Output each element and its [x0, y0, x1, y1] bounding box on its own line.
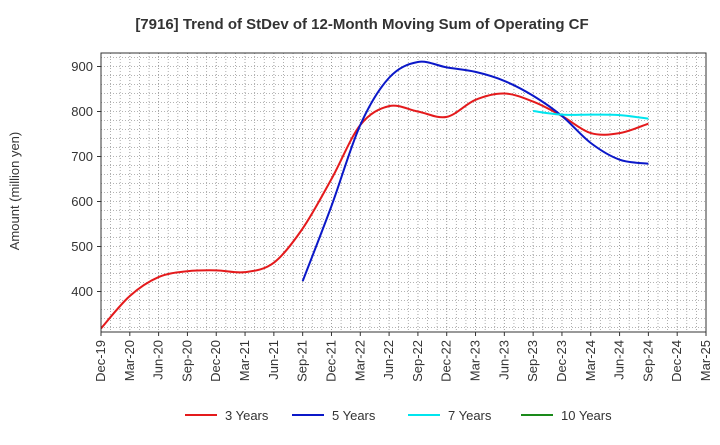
legend: 3 Years 5 Years 7 Years 10 Years: [185, 408, 612, 423]
x-tick-label: Mar-23: [468, 340, 483, 381]
y-tick-label: 700: [71, 149, 93, 164]
x-tick-label: Dec-21: [323, 340, 338, 382]
y-tick-labels: 400 500 600 700 800 900: [71, 59, 101, 299]
x-tick-label: Dec-24: [669, 340, 684, 382]
x-tick-label: Sep-23: [525, 340, 540, 382]
x-tick-label: Sep-22: [410, 340, 425, 382]
x-tick-label: Dec-23: [554, 340, 569, 382]
x-tick-label: Sep-21: [295, 340, 310, 382]
y-tick-label: 500: [71, 239, 93, 254]
chart-title: [7916] Trend of StDev of 12-Month Moving…: [135, 16, 588, 33]
x-tick-label: Dec-20: [208, 340, 223, 382]
x-tick-label: Jun-23: [496, 340, 511, 380]
plot-frame: [100, 52, 707, 333]
y-axis-label: Amount (million yen): [7, 132, 22, 251]
x-tick-labels: Dec-19 Mar-20 Jun-20 Sep-20 Dec-20 Mar-21 Jun-…: [93, 332, 713, 382]
series-line-7-years: [533, 110, 649, 120]
legend-label-10-years: 10 Years: [561, 408, 612, 423]
y-tick-label: 800: [71, 104, 93, 119]
y-tick-label: 400: [71, 284, 93, 299]
series-line-5-years: [301, 60, 649, 282]
x-tick-label: Mar-20: [122, 340, 137, 381]
legend-label-7-years: 7 Years: [448, 408, 492, 423]
grid: [100, 53, 707, 332]
x-tick-label: Jun-21: [266, 340, 281, 380]
x-tick-label: Mar-25: [698, 340, 713, 381]
x-tick-label: Sep-20: [179, 340, 194, 382]
series-layer: [101, 60, 649, 330]
x-tick-label: Mar-21: [237, 340, 252, 381]
x-tick-label: Mar-22: [352, 340, 367, 381]
x-tick-label: Jun-20: [151, 340, 166, 380]
series-line-3-years: [101, 92, 649, 330]
y-tick-label: 900: [71, 59, 93, 74]
x-tick-label: Jun-22: [381, 340, 396, 380]
x-tick-label: Jun-24: [612, 340, 627, 380]
legend-label-5-years: 5 Years: [332, 408, 376, 423]
legend-label-3-years: 3 Years: [225, 408, 269, 423]
x-tick-label: Dec-22: [439, 340, 454, 382]
x-tick-label: Dec-19: [93, 340, 108, 382]
y-tick-label: 600: [71, 194, 93, 209]
x-tick-label: Sep-24: [640, 340, 655, 382]
x-tick-label: Mar-24: [583, 340, 598, 381]
